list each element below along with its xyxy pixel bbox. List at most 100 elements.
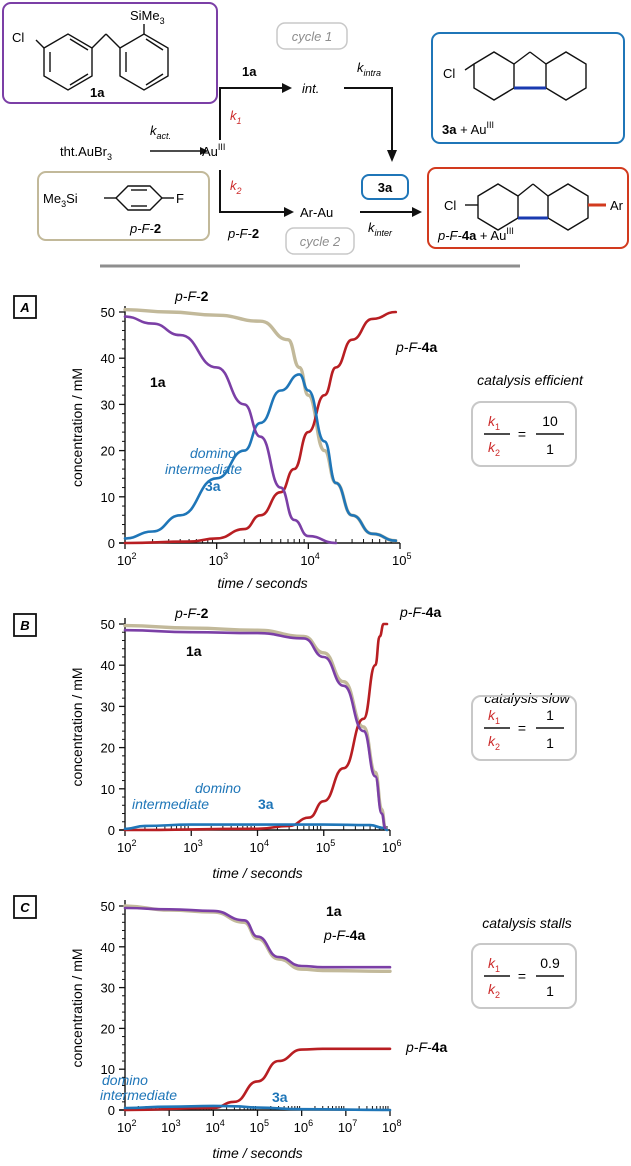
x-tick-label: 105 bbox=[250, 1118, 269, 1135]
product-3a-box bbox=[431, 32, 625, 144]
label-p-f-2-part: p-F- bbox=[174, 288, 201, 304]
x-tick-label: 102 bbox=[117, 551, 136, 568]
label-p-f-4a: p-F-4a bbox=[405, 1039, 447, 1055]
catalysis-note: catalysis slow bbox=[484, 690, 570, 706]
label-p-f-4a-part: p-F- bbox=[395, 339, 422, 355]
y-tick-label: 40 bbox=[101, 351, 115, 366]
series-line-4a bbox=[123, 1047, 392, 1112]
label-1a: 1a bbox=[326, 903, 342, 919]
ratio-denominator: 1 bbox=[546, 983, 554, 999]
y-tick-label: 20 bbox=[101, 1021, 115, 1036]
ratio-k1-part: 1 bbox=[495, 422, 500, 432]
x-tick-label-part: 5 bbox=[264, 1118, 269, 1128]
label-p-f-2-part: 2 bbox=[201, 288, 209, 304]
compound-1a-box bbox=[2, 2, 218, 104]
ratio-k2: k2 bbox=[488, 439, 500, 458]
label-3a-part: 3a bbox=[258, 796, 274, 812]
catalyst-3a-box bbox=[361, 174, 409, 200]
label-p-f-4a-part: 4a bbox=[422, 339, 438, 355]
label-domino-part: domino bbox=[102, 1072, 148, 1088]
ratio-k1-part: k bbox=[488, 413, 496, 429]
x-tick-label-part: 10 bbox=[294, 1120, 308, 1135]
x-tick-label-part: 8 bbox=[396, 1118, 401, 1128]
x-tick-label: 106 bbox=[382, 838, 401, 855]
compound-1a-tms: SiMe3 bbox=[130, 8, 165, 26]
ratio-k1: k1 bbox=[488, 955, 500, 974]
ratio-denominator: 1 bbox=[546, 735, 554, 751]
product-4a-cl: Cl bbox=[444, 198, 456, 213]
compound-1a-structure bbox=[35, 24, 169, 91]
x-tick-label-part: 10 bbox=[382, 1120, 396, 1135]
y-tick-label: 50 bbox=[101, 305, 115, 320]
y-tick-label: 10 bbox=[101, 1062, 115, 1077]
ratio-k1-part: 1 bbox=[495, 716, 500, 726]
ar-au-label: Ar-Au bbox=[300, 205, 333, 220]
compound-1a-cl: Cl bbox=[12, 30, 24, 45]
x-tick-label-part: 3 bbox=[176, 1118, 181, 1128]
x-tick-label: 103 bbox=[183, 838, 202, 855]
k-intra-arrowhead bbox=[387, 150, 397, 162]
x-tick-label-part: 10 bbox=[117, 840, 131, 855]
y-tick-label: 30 bbox=[101, 699, 115, 714]
x-tick-label: 103 bbox=[161, 1118, 180, 1135]
label-p-f-2-part: p-F- bbox=[174, 605, 201, 621]
k-intra-arrow bbox=[344, 87, 393, 150]
cycle-2-box bbox=[285, 227, 355, 255]
ratio-denominator: 1 bbox=[546, 441, 554, 457]
x-tick-label-part: 5 bbox=[330, 838, 335, 848]
k2-label: k2 bbox=[230, 178, 242, 196]
arrow-1a-label: 1a bbox=[242, 64, 257, 79]
k-inter-arrowhead bbox=[412, 207, 422, 217]
x-tick-label: 107 bbox=[338, 1118, 357, 1135]
x-tick-label: 103 bbox=[209, 551, 228, 568]
label-intermediate: intermediate bbox=[100, 1087, 177, 1103]
ratio-k1: k1 bbox=[488, 707, 500, 726]
label-intermediate-part: intermediate bbox=[132, 796, 209, 812]
compound-2-f: F bbox=[176, 191, 184, 206]
x-tick-label-part: 10 bbox=[250, 1120, 264, 1135]
label-domino: domino bbox=[190, 445, 236, 461]
x-axis-label: time / seconds bbox=[212, 1145, 302, 1161]
compound-1a-label: 1a bbox=[90, 85, 105, 100]
ratio-equals: = bbox=[518, 968, 526, 984]
catalysis-note: catalysis efficient bbox=[477, 372, 584, 388]
label-1a-part: 1a bbox=[186, 643, 202, 659]
x-tick-label-part: 4 bbox=[220, 1118, 225, 1128]
ratio-k2: k2 bbox=[488, 981, 500, 1000]
label-p-f-2: p-F-2 bbox=[174, 288, 209, 304]
x-tick-label: 106 bbox=[294, 1118, 313, 1135]
cycle-1-label: cycle 1 bbox=[292, 29, 332, 44]
cycle-1-box bbox=[276, 22, 348, 50]
label-intermediate: intermediate bbox=[132, 796, 209, 812]
x-tick-label: 105 bbox=[316, 838, 335, 855]
x-tick-label: 104 bbox=[205, 1118, 224, 1135]
label-1a-part: 1a bbox=[150, 374, 166, 390]
series-line-3a bbox=[123, 823, 389, 832]
x-tick-label: 102 bbox=[117, 838, 136, 855]
product-4a-label: p-F-4a + AuIII bbox=[437, 226, 514, 243]
x-tick-label-part: 10 bbox=[205, 1120, 219, 1135]
y-tick-label: 30 bbox=[101, 397, 115, 412]
x-tick-label: 108 bbox=[382, 1118, 401, 1135]
panel-letter-box bbox=[13, 613, 37, 637]
y-tick-label: 0 bbox=[108, 823, 115, 838]
x-tick-label-part: 5 bbox=[406, 551, 411, 561]
x-tick-label-part: 10 bbox=[300, 553, 314, 568]
product-3a-label: 3a + AuIII bbox=[442, 120, 494, 137]
label-p-f-4a: p-F-4a bbox=[395, 339, 437, 355]
label-1a-part: 1a bbox=[326, 903, 342, 919]
x-tick-label-part: 10 bbox=[161, 1120, 175, 1135]
label-p-f-4a-part: p-F- bbox=[405, 1039, 432, 1055]
label-domino-part: domino bbox=[190, 445, 236, 461]
label-3a: 3a bbox=[258, 796, 274, 812]
y-tick-label: 40 bbox=[101, 940, 115, 955]
panel-letter: A bbox=[19, 300, 29, 315]
cycle-1-branch-head bbox=[282, 83, 292, 93]
reaction-scheme: Cl SiMe3 1a Me3Si F p-F-2 cycle 1 cycle … bbox=[2, 2, 629, 255]
x-axis-label: time / seconds bbox=[217, 575, 307, 591]
